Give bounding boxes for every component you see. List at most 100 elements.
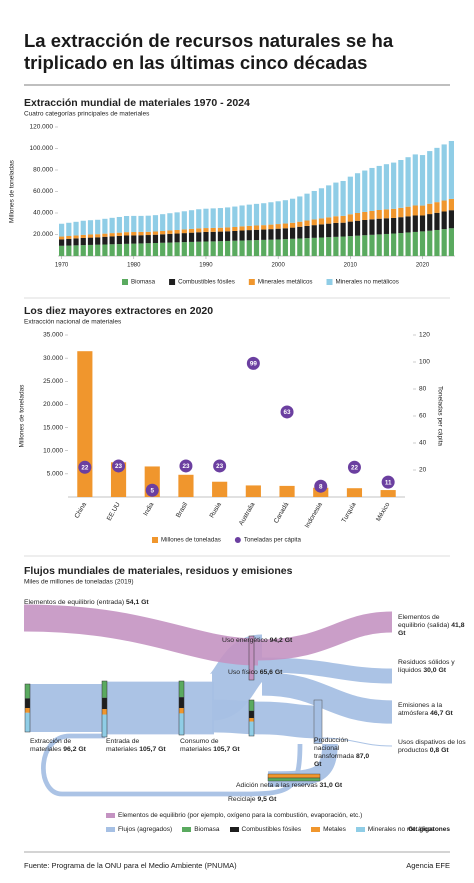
y2-tick-label: 120 <box>419 332 430 339</box>
bar <box>362 170 368 212</box>
node-outline <box>24 683 31 733</box>
bar <box>109 233 115 237</box>
dot <box>112 459 126 473</box>
bar <box>80 237 86 246</box>
bar <box>203 241 209 256</box>
bar <box>102 244 108 256</box>
bar <box>232 240 238 256</box>
flow-name: Consumo de materiales <box>180 738 219 753</box>
bar <box>66 222 72 237</box>
bar <box>275 201 281 225</box>
dot-label: 23 <box>115 463 123 470</box>
y-tick-label: 40.000 <box>33 210 53 217</box>
bar <box>304 225 310 239</box>
bar <box>80 220 86 235</box>
dot <box>381 475 395 489</box>
bar <box>354 220 361 236</box>
flow-name: Elementos de equilibrio (entrada) <box>24 599 125 606</box>
sankey-label: Emisiones a la atmósfera 46,7 Gt <box>398 702 468 718</box>
bar <box>178 474 194 497</box>
bar <box>217 227 224 232</box>
bar <box>174 233 180 243</box>
bar <box>160 214 166 231</box>
bar <box>152 242 159 256</box>
legend-swatch <box>169 279 176 285</box>
node-stripe <box>25 708 30 713</box>
x-tick-label: 2000 <box>271 263 285 269</box>
bar <box>160 234 166 243</box>
bar <box>346 488 363 497</box>
stock-bar <box>267 777 321 782</box>
sankey-label: Producción nacional transformada 87,0 Gt <box>314 737 372 769</box>
bar <box>225 231 231 241</box>
bar <box>246 240 252 256</box>
legend-label: Flujos (agregados) <box>118 826 173 833</box>
sankey-label: Elementos de equilibrio (salida) 41,8 Gt <box>398 614 468 638</box>
bar <box>232 206 238 227</box>
bar <box>434 147 440 203</box>
bar <box>289 198 296 223</box>
bar <box>188 228 195 233</box>
bar <box>398 207 404 218</box>
legend-swatch <box>152 537 158 543</box>
bar <box>246 225 252 231</box>
legend-swatch <box>311 827 321 832</box>
bar <box>347 236 353 256</box>
node-stripe <box>249 710 254 718</box>
bar <box>297 226 303 239</box>
bar <box>354 235 361 256</box>
bar <box>427 230 433 256</box>
note: Gt: gigatones <box>408 826 450 833</box>
chart-title: Extracción mundial de materiales 1970 - … <box>24 97 250 109</box>
node-stripe <box>179 697 184 708</box>
bar <box>391 162 397 209</box>
chart-subtitle: Extracción nacional de materiales <box>24 319 122 326</box>
x-tick-label: 1970 <box>55 263 69 269</box>
sankey-label: Entrada de materiales 105,7 Gt <box>106 738 172 754</box>
bar <box>167 230 173 234</box>
legend-item: Metales <box>311 826 346 833</box>
bar <box>398 232 404 256</box>
bar <box>102 233 108 237</box>
dot <box>145 483 159 497</box>
bar <box>87 234 94 238</box>
legend-item: Minerales no metálicos <box>355 826 434 833</box>
bar <box>434 202 440 213</box>
bar <box>210 208 216 228</box>
bar <box>261 203 267 226</box>
flow-name: Adición neta a las reservas <box>236 782 318 789</box>
bar <box>80 234 86 238</box>
bar <box>131 243 137 256</box>
bar <box>354 173 361 213</box>
bar <box>275 224 281 229</box>
bar <box>203 228 209 232</box>
bar <box>174 212 180 230</box>
bar <box>427 151 433 204</box>
legend-label: Elementos de equilibrio (por ejemplo, ox… <box>118 812 363 819</box>
bar <box>253 229 260 241</box>
bar <box>87 220 94 235</box>
y-axis-label: Millones de toneladas <box>19 384 26 448</box>
y-tick-label: 100.000 <box>30 145 54 152</box>
bar <box>369 210 375 220</box>
bar <box>210 227 216 232</box>
bar <box>116 216 122 233</box>
bar <box>95 237 101 245</box>
node-outline <box>178 680 185 736</box>
x-tick-label: Rusia <box>208 501 223 519</box>
bar <box>225 207 231 228</box>
bar <box>80 245 86 256</box>
flow-name: Uso energético <box>222 637 268 644</box>
flow-name: Uso físico <box>228 669 258 676</box>
sankey-label: Residuos sólidos y líquidos 30,0 Gt <box>398 659 470 675</box>
bar <box>196 228 202 233</box>
bar <box>405 216 411 233</box>
bar <box>239 240 245 256</box>
bar <box>427 214 433 231</box>
bar <box>419 231 426 256</box>
bar <box>59 239 65 246</box>
x-tick-label: México <box>375 501 392 523</box>
bar <box>354 213 361 221</box>
bar <box>289 222 296 228</box>
